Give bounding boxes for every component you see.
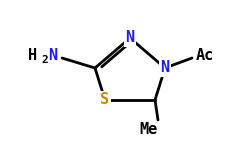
Text: Ac: Ac — [196, 47, 214, 62]
Text: H: H — [28, 47, 37, 62]
Text: N: N — [125, 31, 135, 46]
Text: 2: 2 — [41, 55, 48, 65]
Text: S: S — [101, 93, 110, 108]
Text: N: N — [161, 60, 169, 75]
Text: Me: Me — [139, 122, 157, 137]
Text: N: N — [48, 47, 57, 62]
